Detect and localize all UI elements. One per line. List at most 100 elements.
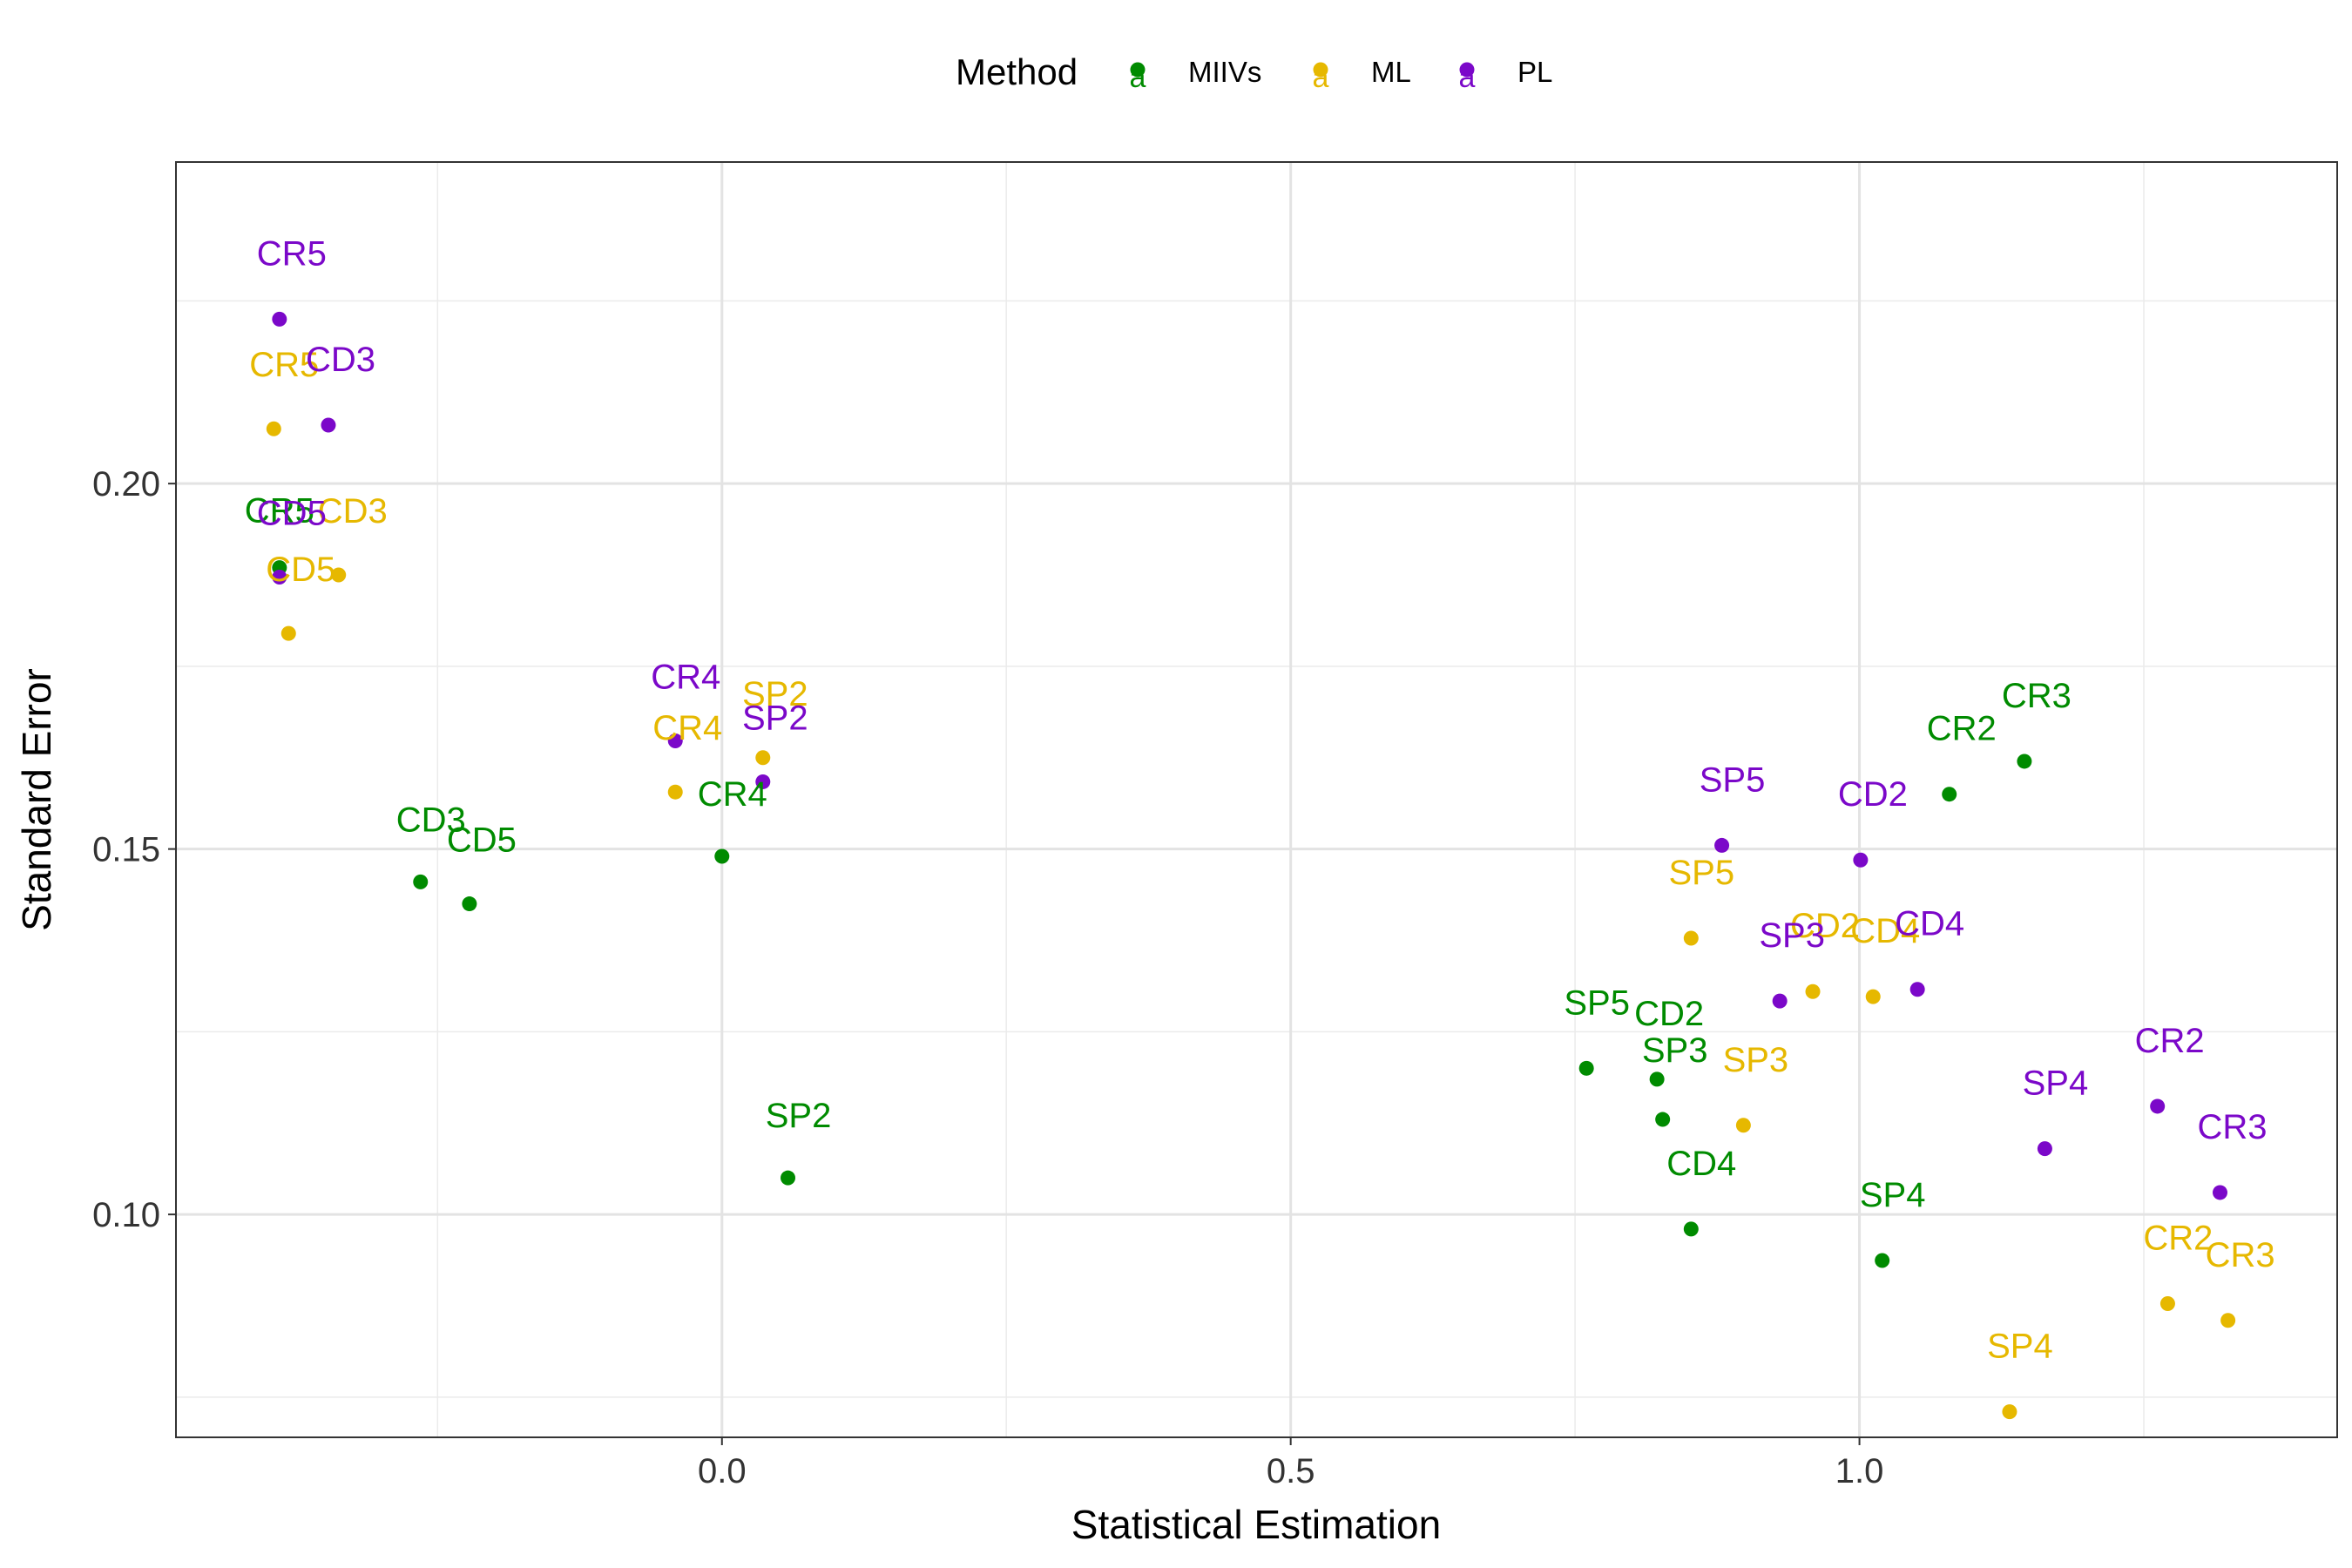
data-point-miivs-cd2 [1649,1071,1665,1087]
data-point-ml-cd5 [280,625,296,641]
point-label-ml-cd2: CD2 [1790,907,1860,945]
legend-key-glyph: a [1313,61,1329,94]
data-point-pl-sp4 [2037,1141,2052,1157]
point-label-miivs-sp5: SP5 [1564,983,1630,1022]
point-label-miivs-cd2: CD2 [1634,995,1704,1033]
point-label-pl-cd3: CD3 [306,341,375,379]
point-label-pl-sp3: SP3 [1759,916,1825,955]
data-point-ml-sp2 [755,750,771,766]
data-point-miivs-cd3 [413,874,429,889]
data-point-miivs-cd5 [462,896,477,912]
point-label-ml-sp2: SP2 [742,675,808,713]
point-label-miivs-cd3: CD3 [396,801,466,839]
point-label-pl-sp5: SP5 [1700,760,1766,799]
point-label-ml-sp5: SP5 [1669,854,1735,892]
x-tick-label: 0.0 [698,1452,747,1490]
data-points [266,311,2236,1420]
point-label-pl-cd4: CD4 [1895,905,1964,943]
point-label-miivs-sp3: SP3 [1642,1031,1708,1070]
legend-label: PL [1517,56,1552,88]
data-point-pl-cd3 [321,417,336,433]
data-point-ml-cr5 [266,421,281,436]
point-label-miivs-cr2: CR2 [1927,710,1997,748]
legend: Method a MIIVs a ML a PL [956,51,1552,94]
data-point-miivs-sp2 [781,1170,796,1186]
legend-key-point [1130,62,1146,78]
legend-item-pl: a PL [1459,56,1553,94]
data-point-ml-cr2 [2159,1295,2175,1311]
x-axis: 0.0 0.5 1.0 [698,1437,1883,1490]
point-label-ml-cd4: CD4 [1850,912,1920,950]
point-label-ml-sp3: SP3 [1723,1041,1789,1079]
data-point-pl-cd5 [272,570,287,585]
point-label-miivs-cd4: CD4 [1666,1145,1736,1183]
legend-label: MIIVs [1188,56,1261,88]
data-point-miivs-sp5 [1578,1060,1594,1076]
point-label-ml-cr3: CR3 [2206,1236,2275,1274]
point-label-pl-cd2: CD2 [1838,775,1908,814]
point-label-pl-cr5: CR5 [257,234,327,273]
data-point-miivs-cr2 [1942,787,1957,802]
data-point-pl-cd2 [1853,852,1869,868]
legend-title: Method [956,51,1078,92]
data-point-ml-sp5 [1683,930,1699,946]
data-point-miivs-cr3 [2017,754,2032,769]
grid [176,162,2337,1437]
data-point-pl-sp5 [1714,837,1730,853]
point-label-miivs-cr5: CR5 [245,492,314,531]
legend-item-miivs: a MIIVs [1130,56,1262,94]
point-label-miivs-cr3: CR3 [2002,677,2072,715]
point-label-miivs-sp2: SP2 [766,1097,832,1135]
x-tick-label: 0.5 [1267,1452,1315,1490]
data-point-pl-cr2 [2150,1098,2166,1114]
point-label-pl-cr4: CR4 [651,658,720,696]
data-point-ml-cd2 [1805,983,1821,999]
point-label-miivs-sp4: SP4 [1860,1176,1926,1214]
plot-panel-border [175,161,2338,1438]
data-point-ml-cd3 [331,567,347,583]
point-label-pl-cr3: CR3 [2197,1108,2267,1146]
data-point-ml-sp3 [1735,1118,1751,1133]
data-point-pl-cr3 [2213,1185,2228,1200]
y-tick-label: 0.20 [92,465,160,504]
point-label-miivs-cr4: CR4 [698,775,767,814]
data-point-ml-sp4 [2002,1404,2017,1420]
legend-key-glyph: a [1459,61,1476,94]
point-label-pl-sp4: SP4 [2023,1064,2089,1103]
legend-item-ml: a ML [1313,56,1411,94]
point-label-ml-cr5: CR5 [249,346,319,384]
legend-label: ML [1371,56,1411,88]
point-label-pl-sp2: SP2 [742,699,808,737]
y-axis: 0.10 0.15 0.20 [92,465,176,1234]
data-point-ml-cr4 [667,784,683,800]
point-label-pl-cd5: CD5 [257,495,327,533]
point-label-ml-cd3: CD3 [318,492,388,531]
legend-key-glyph: a [1130,61,1146,94]
data-point-miivs-sp3 [1655,1112,1671,1127]
point-label-ml-cd5: CD5 [266,551,335,589]
data-point-pl-sp2 [755,774,771,789]
data-point-ml-cr3 [2220,1313,2236,1328]
legend-key-point [1313,62,1328,78]
x-tick-label: 1.0 [1835,1452,1884,1490]
point-label-ml-cr4: CR4 [652,709,722,747]
data-point-pl-cr5 [272,311,287,327]
data-point-pl-cr4 [667,733,683,748]
y-axis-title: Standard Error [14,668,59,931]
data-point-pl-sp3 [1772,993,1788,1009]
data-point-miivs-sp4 [1875,1253,1890,1268]
point-label-miivs-cd5: CD5 [447,821,517,860]
point-label-ml-sp4: SP4 [1987,1328,2053,1366]
data-point-miivs-cd4 [1683,1221,1699,1237]
data-point-miivs-cr4 [714,848,730,864]
point-label-pl-cr2: CR2 [2135,1022,2205,1060]
data-point-pl-cd4 [1909,982,1925,997]
y-tick-label: 0.15 [92,831,160,869]
legend-key-point [1459,62,1475,78]
data-point-ml-cd4 [1865,989,1881,1004]
point-label-ml-cr2: CR2 [2143,1219,2213,1257]
x-axis-title: Statistical Estimation [1071,1502,1441,1547]
y-tick-label: 0.10 [92,1196,160,1234]
